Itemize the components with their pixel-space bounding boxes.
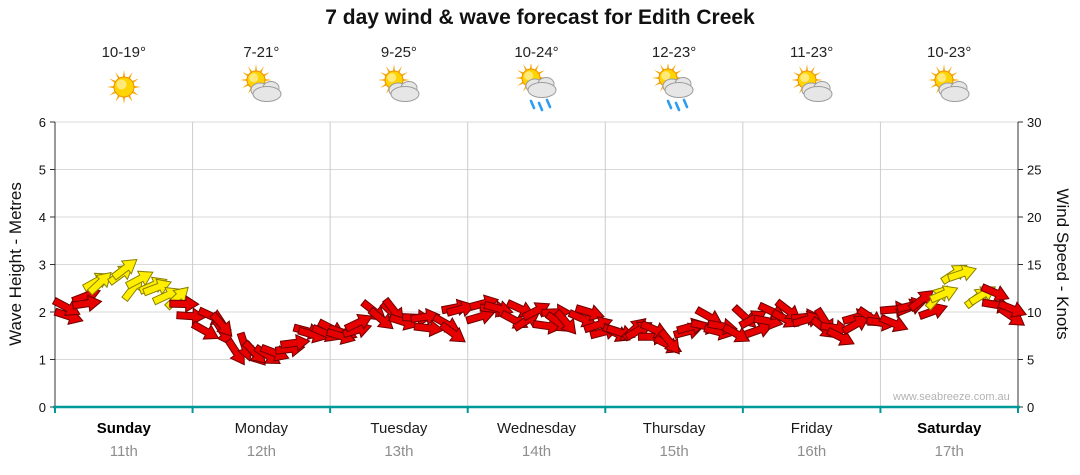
temp-range-tuesday: 9-25° [380,44,417,61]
day-label-monday: Monday [234,420,289,437]
weather-icon-partly-cloudy-monday [235,64,287,112]
right-axis-label: Wind Speed - Knots [1053,188,1072,340]
day-label-tuesday: Tuesday [370,420,428,437]
temp-range-thursday: 12-23° [651,44,697,61]
temp-range-friday: 11-23° [790,44,834,61]
svg-text:5: 5 [39,163,46,178]
day-date-monday: 12th [246,443,276,460]
day-label-wednesday: Wednesday [497,420,576,437]
page-title: 7 day wind & wave forecast for Edith Cre… [325,6,755,29]
temp-range-saturday: 10-23° [927,44,972,61]
day-date-thursday: 15th [659,443,689,460]
weather-icon-partly-cloudy-saturday [923,64,975,112]
temp-range-monday: 7-21° [243,44,280,61]
day-date-sunday: 11th [109,443,138,460]
svg-text:2: 2 [39,305,46,320]
day-label-sunday: Sunday [96,420,151,437]
weather-icon-showers-thursday [648,62,700,112]
day-date-tuesday: 13th [384,443,414,460]
svg-text:1: 1 [39,353,46,368]
day-date-saturday: 17th [934,443,964,460]
day-label-friday: Friday [790,420,833,437]
weather-icon-showers-wednesday [511,62,563,112]
svg-text:3: 3 [39,258,46,273]
svg-text:10: 10 [1027,305,1041,320]
day-date-wednesday: 14th [521,443,552,460]
svg-text:15: 15 [1027,258,1041,273]
svg-text:4: 4 [39,210,46,225]
day-date-friday: 16th [797,443,827,460]
svg-text:5: 5 [1027,353,1034,368]
temp-range-sunday: 10-19° [101,44,146,61]
weather-icon-partly-cloudy-tuesday [373,64,425,112]
left-axis-label: Wave Height - Metres [6,182,25,346]
svg-text:6: 6 [39,115,46,130]
svg-text:30: 30 [1027,115,1041,130]
day-label-thursday: Thursday [642,420,706,437]
weather-icon-sunny-sunday [98,64,150,112]
svg-text:0: 0 [39,400,46,415]
weather-icon-partly-cloudy-friday [786,64,838,112]
svg-text:0: 0 [1027,400,1034,415]
svg-text:25: 25 [1027,163,1041,178]
day-label-saturday: Saturday [917,420,982,437]
watermark: www.seabreeze.com.au [893,391,1010,403]
svg-text:20: 20 [1027,210,1041,225]
temp-range-wednesday: 10-24° [514,44,559,61]
